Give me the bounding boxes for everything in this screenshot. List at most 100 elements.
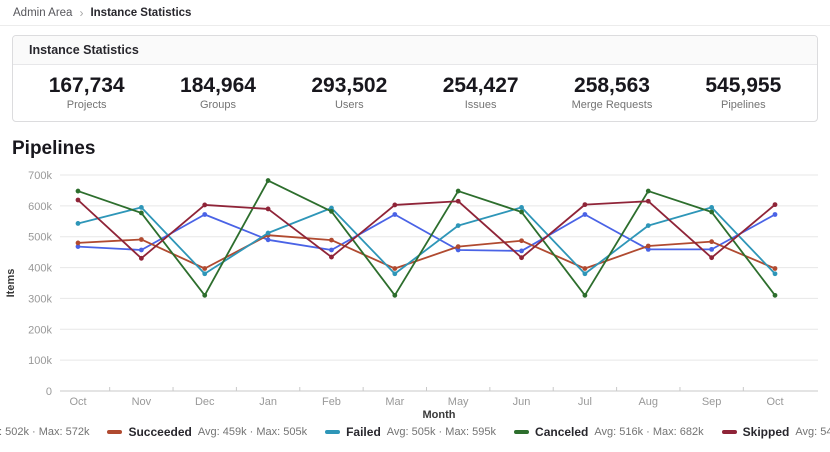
stat-label: Users <box>334 99 364 111</box>
legend-item-succeeded[interactable]: Succeeded Avg: 459k · Max: 505k <box>107 425 307 439</box>
y-axis-tick-label: 600k <box>28 201 52 213</box>
legend-swatch-icon <box>325 430 341 434</box>
data-point <box>329 205 334 211</box>
instance-statistics-row: 167,734 Projects 184,964 Groups 293,502 Users… <box>13 65 817 121</box>
pipelines-line-chart[interactable]: 0 100k 200k 300k 400k 500k 600k 700k Oct Nov Dec Ja… <box>0 163 830 421</box>
x-axis-tick-label: Feb <box>322 396 341 408</box>
x-axis-tick-label: Jun <box>513 396 531 408</box>
stat-users: 293,502 Users <box>284 74 415 111</box>
x-axis-tick-label: Jan <box>259 396 277 408</box>
data-point <box>138 247 144 253</box>
legend-series-name: Failed <box>346 425 381 439</box>
data-point <box>645 243 651 249</box>
breadcrumb-link-admin-area[interactable]: Admin Area <box>13 6 73 19</box>
data-point <box>455 244 461 249</box>
stat-pipelines: 545,955 Pipelines <box>678 74 809 111</box>
legend-series-stats: Avg: 459k · Max: 505k <box>197 426 308 438</box>
data-point <box>645 223 651 229</box>
legend-series-stats: Avg: 548k · Max: 619k <box>795 426 830 438</box>
x-axis-tick-label: Oct <box>766 396 783 408</box>
data-point <box>772 202 778 208</box>
stat-merge-requests: 258,563 Merge Requests <box>546 74 677 111</box>
data-point <box>265 237 271 243</box>
x-axis-tick-label: Oct <box>69 396 86 408</box>
series-canceled-line <box>75 178 778 298</box>
data-point <box>582 271 588 277</box>
legend-item-canceled[interactable]: Canceled Avg: 516k · Max: 682k <box>514 425 704 439</box>
pipelines-section-title: Pipelines <box>12 138 96 159</box>
data-point <box>75 197 81 203</box>
data-point <box>329 209 334 214</box>
legend-item-skipped[interactable]: Skipped Avg: 548k · Max: 619k <box>721 425 830 439</box>
data-point <box>709 246 715 252</box>
data-point <box>138 205 144 210</box>
data-point <box>772 292 778 298</box>
stat-label: Merge Requests <box>571 99 653 111</box>
stat-value: 293,502 <box>311 74 388 97</box>
legend-series-name: Succeeded <box>128 425 192 439</box>
x-axis-tick-label: Mar <box>385 396 404 408</box>
data-point <box>202 202 208 208</box>
data-point <box>392 271 398 277</box>
stat-label: Projects <box>66 99 107 111</box>
data-point <box>519 248 524 254</box>
legend-series-name: Canceled <box>535 425 589 439</box>
data-point <box>582 266 588 271</box>
data-point <box>455 198 461 204</box>
legend-swatch-icon <box>721 430 737 434</box>
legend-item-failed[interactable]: Failed Avg: 505k · Max: 595k <box>325 425 496 439</box>
y-axis-tick-label: 300k <box>28 293 52 305</box>
data-point <box>392 292 398 298</box>
data-point <box>709 205 715 210</box>
stat-label: Groups <box>199 99 237 111</box>
x-axis-tick-label: Sep <box>702 396 722 408</box>
stat-label: Issues <box>464 99 497 111</box>
x-axis-tick-label: Dec <box>195 396 215 408</box>
data-point <box>709 209 715 215</box>
data-point <box>582 212 588 217</box>
data-point <box>455 188 461 194</box>
data-point <box>329 254 334 260</box>
data-point <box>392 266 398 271</box>
data-point <box>709 255 715 261</box>
y-axis-tick-label: 400k <box>28 263 52 275</box>
legend-series-stats: Avg: 502k · Max: 572k <box>0 426 90 438</box>
data-point <box>392 202 398 208</box>
stat-value: 184,964 <box>180 74 256 97</box>
data-point <box>645 188 651 194</box>
data-point <box>455 223 461 229</box>
breadcrumb-current-page: Instance Statistics <box>90 6 192 19</box>
instance-statistics-card: Instance Statistics 167,734 Projects 184,9… <box>12 35 818 122</box>
data-point <box>772 212 778 217</box>
y-axis-tick-label: 0 <box>46 386 52 398</box>
data-point <box>138 210 144 216</box>
data-point <box>582 202 588 208</box>
series-total-line <box>75 212 778 254</box>
stat-groups: 184,964 Groups <box>152 74 283 111</box>
stat-projects: 167,734 Projects <box>21 74 152 111</box>
y-axis-title: Items <box>5 269 17 298</box>
y-axis-tick-label: 700k <box>28 170 52 182</box>
stat-issues: 254,427 Issues <box>415 74 546 111</box>
legend-item-total[interactable]: TotalAvg: 502k · Max: 572k <box>0 425 89 439</box>
data-point <box>645 198 651 204</box>
legend-series-name: Skipped <box>742 425 790 439</box>
x-axis-tick-label: Aug <box>638 396 658 408</box>
data-point <box>138 255 144 261</box>
instance-statistics-card-title: Instance Statistics <box>13 36 817 65</box>
x-axis-tick-label: Jul <box>578 396 592 408</box>
data-point <box>329 237 334 243</box>
stat-value: 258,563 <box>574 74 650 97</box>
data-point <box>645 246 651 252</box>
data-point <box>75 221 81 226</box>
data-point <box>519 209 524 215</box>
y-axis-tick-label: 200k <box>28 324 52 336</box>
data-point <box>75 188 81 194</box>
y-axis-tick-label: 100k <box>28 355 52 367</box>
data-point <box>709 239 715 245</box>
series-failed-line <box>75 205 778 277</box>
data-point <box>329 247 334 253</box>
chart-legend: TotalAvg: 502k · Max: 572k Succeeded Avg: … <box>0 422 830 442</box>
data-point <box>392 212 398 217</box>
data-point <box>75 240 81 246</box>
